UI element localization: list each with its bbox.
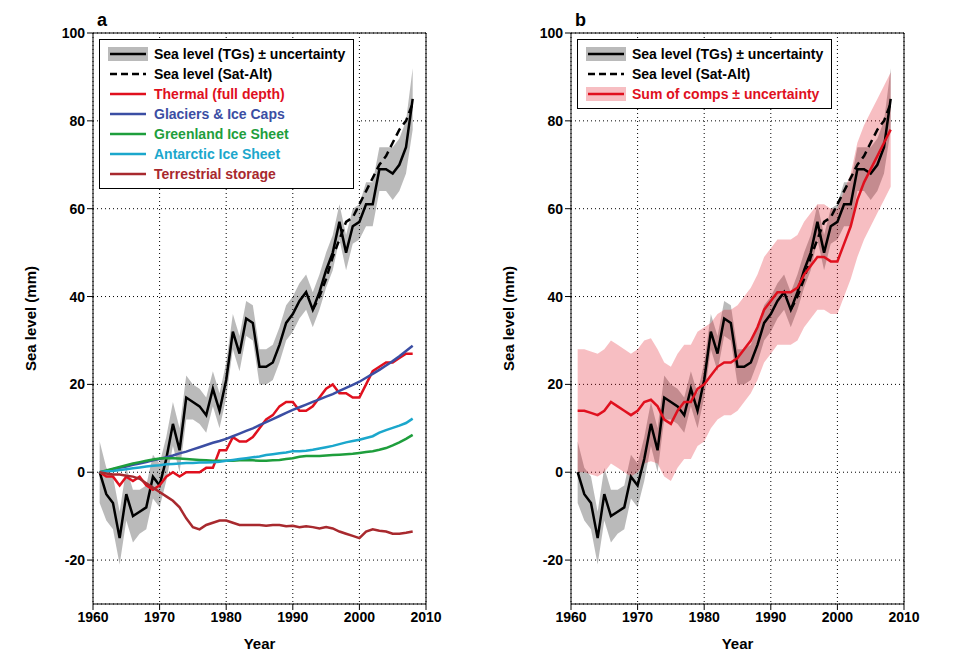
svg-text:Year: Year [244,635,276,649]
svg-text:-20: -20 [543,552,563,568]
html-text:Sea level (TGs) ± uncertainty: Sea level (TGs) ± uncertainty [632,46,824,62]
html-text:a: a [97,10,107,30]
svg-text:1980: 1980 [689,609,720,625]
html-text:Glaciers & Ice Caps: Glaciers & Ice Caps [154,106,285,122]
svg-text:1960: 1960 [555,609,586,625]
svg-text:60: 60 [547,201,563,217]
svg-text:100: 100 [540,25,564,41]
svg-text:60: 60 [69,201,85,217]
svg-text:1990: 1990 [277,609,308,625]
svg-text:1960: 1960 [77,609,108,625]
svg-text:2010: 2010 [888,609,919,625]
svg-text:Year: Year [722,635,754,649]
svg-text:2000: 2000 [344,609,375,625]
svg-text:100: 100 [62,25,86,41]
svg-text:20: 20 [547,376,563,392]
svg-text:40: 40 [547,289,563,305]
html-text:Sea level (TGs) ± uncertainty: Sea level (TGs) ± uncertainty [154,46,346,62]
html-text:Thermal (full depth): Thermal (full depth) [154,86,285,102]
svg-text:20: 20 [69,376,85,392]
html-text:Sum of comps ± uncertainty: Sum of comps ± uncertainty [632,86,820,102]
svg-text:40: 40 [69,289,85,305]
svg-text:0: 0 [555,464,563,480]
html-text:Terrestrial storage: Terrestrial storage [154,166,276,182]
svg-text:1980: 1980 [211,609,242,625]
html-text:Sea level (Sat-Alt): Sea level (Sat-Alt) [632,66,751,82]
svg-text:0: 0 [77,464,85,480]
html-text:Greenland Ice Sheet: Greenland Ice Sheet [154,126,289,142]
svg-text:1970: 1970 [144,609,175,625]
svg-text:1970: 1970 [622,609,653,625]
svg-text:Sea level (mm): Sea level (mm) [22,266,39,371]
html-text:Antarctic Ice Sheet: Antarctic Ice Sheet [154,146,281,162]
svg-text:2010: 2010 [410,609,441,625]
svg-text:1990: 1990 [755,609,786,625]
svg-text:Sea level (mm): Sea level (mm) [500,266,517,371]
svg-text:80: 80 [69,113,85,129]
svg-text:80: 80 [547,113,563,129]
svg-text:-20: -20 [65,552,85,568]
svg-text:2000: 2000 [822,609,853,625]
html-text:Sea level (Sat-Alt): Sea level (Sat-Alt) [154,66,273,82]
html-text:b: b [575,10,586,30]
